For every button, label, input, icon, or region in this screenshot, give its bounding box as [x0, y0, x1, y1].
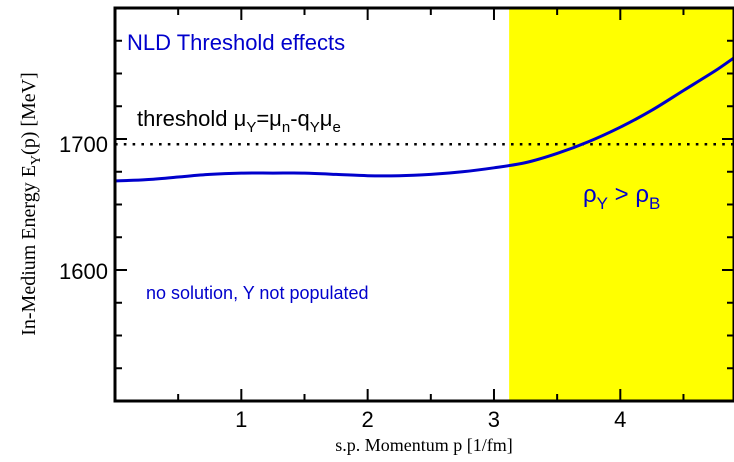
shaded-region [509, 8, 734, 401]
y-tick-label: 1600 [59, 259, 108, 284]
rho-label: ρY > ρB [583, 181, 660, 213]
threshold-word: threshold [137, 106, 228, 131]
x-tick-labels: 1 2 3 4 [235, 407, 626, 432]
x-tick-label: 2 [361, 407, 373, 432]
chart-title: NLD Threshold effects [127, 30, 345, 55]
y-tick-labels: 1600 1700 [59, 132, 108, 284]
x-tick-label: 1 [235, 407, 247, 432]
x-axis-label: s.p. Momentum p [1/fm] [335, 435, 513, 455]
y-tick-label: 1700 [59, 132, 108, 157]
x-tick-label: 4 [614, 407, 626, 432]
ticks [115, 8, 734, 401]
x-tick-label: 3 [488, 407, 500, 432]
y-axis-label: In-Medium Energy EY(p) [MeV] [18, 72, 44, 336]
energy-curve [114, 56, 734, 183]
no-solution-label: no solution, Y not populated [146, 283, 369, 303]
threshold-label: threshold μY=μn-qYμe [137, 106, 341, 136]
